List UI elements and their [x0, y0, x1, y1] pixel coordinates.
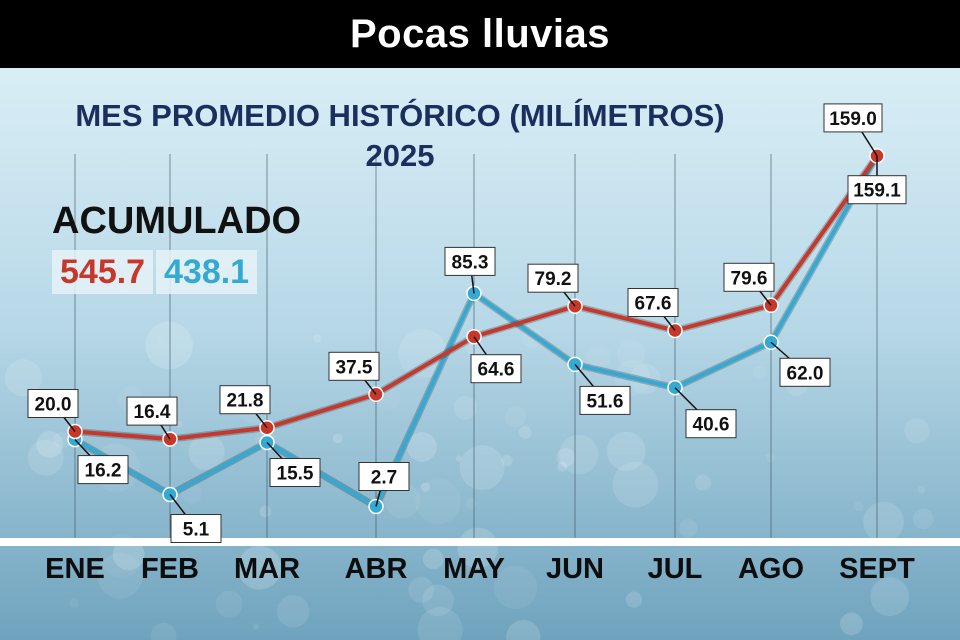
data-point-0-jun — [567, 298, 583, 314]
x-tick-label-sept: SEPT — [839, 553, 915, 585]
x-tick-label-jun: JUN — [546, 553, 604, 585]
data-label-1-jul: 40.6 — [693, 415, 730, 436]
data-label-box-1-1 — [170, 514, 222, 543]
chart-title-line1: MES PROMEDIO HISTÓRICO (MILÍMETROS) — [75, 98, 725, 133]
data-label-0-ene: 20.0 — [35, 395, 72, 416]
data-label-0-sept: 159.0 — [829, 109, 877, 130]
data-label-box-1-3 — [358, 462, 410, 491]
data-label-box-0-2 — [219, 385, 271, 415]
data-label-1-jun: 51.6 — [587, 391, 624, 412]
data-point-0-jul — [667, 322, 683, 339]
data-label-box-1-6 — [685, 409, 737, 439]
x-tick-label-feb: FEB — [141, 553, 199, 585]
x-axis-baseline — [0, 538, 960, 546]
x-tick-label-ago: AGO — [738, 553, 804, 585]
data-label-0-may: 64.6 — [478, 360, 515, 381]
data-point-0-mar — [259, 419, 275, 436]
x-tick-label-ene: ENE — [45, 553, 105, 585]
x-tick-label-abr: ABR — [345, 553, 408, 585]
chart-title: MES PROMEDIO HISTÓRICO (MILÍMETROS) 2025 — [0, 96, 800, 176]
header-bar: Pocas lluvias — [0, 0, 960, 68]
data-label-box-0-8 — [823, 103, 883, 133]
data-label-box-1-4 — [444, 246, 496, 276]
x-tick-label-mar: MAR — [234, 553, 300, 585]
data-point-0-may — [466, 328, 482, 345]
data-label-1-may: 85.3 — [452, 252, 489, 273]
data-label-1-ene: 16.2 — [85, 461, 122, 482]
accumulated-current-value: 438.1 — [156, 250, 258, 294]
data-label-0-jul: 67.6 — [635, 294, 672, 315]
data-label-box-1-0 — [77, 455, 129, 485]
data-label-0-mar: 21.8 — [227, 391, 264, 412]
data-label-box-0-1 — [126, 396, 178, 426]
data-label-box-0-3 — [328, 351, 380, 381]
data-label-0-jun: 79.2 — [535, 269, 572, 290]
data-label-1-ago: 62.0 — [787, 363, 824, 384]
data-label-box-0-4 — [470, 354, 522, 384]
data-label-1-mar: 15.5 — [277, 464, 314, 485]
data-label-box-1-7 — [779, 357, 831, 387]
data-label-1-sept: 159.1 — [853, 181, 901, 202]
page-title: Pocas lluvias — [350, 11, 610, 56]
accumulated-label: ACUMULADO — [52, 200, 302, 242]
accumulated-historic-value: 545.7 — [52, 250, 154, 294]
data-label-1-feb: 5.1 — [183, 520, 210, 541]
x-tick-label-jul: JUL — [648, 553, 703, 585]
data-label-box-0-6 — [627, 288, 679, 317]
data-label-0-abr: 37.5 — [336, 357, 373, 378]
data-label-0-feb: 16.4 — [134, 402, 171, 423]
data-label-box-0-5 — [527, 263, 579, 293]
data-label-box-1-2 — [269, 458, 321, 487]
data-label-box-0-0 — [27, 389, 79, 418]
data-label-box-0-7 — [723, 262, 775, 292]
x-tick-label-may: MAY — [443, 553, 505, 585]
data-label-box-1-5 — [579, 385, 631, 415]
data-label-box-1-8 — [847, 175, 907, 205]
chart-title-line2: 2025 — [365, 138, 435, 173]
data-label-0-ago: 79.6 — [731, 268, 768, 289]
data-label-1-abr: 2.7 — [371, 468, 397, 489]
